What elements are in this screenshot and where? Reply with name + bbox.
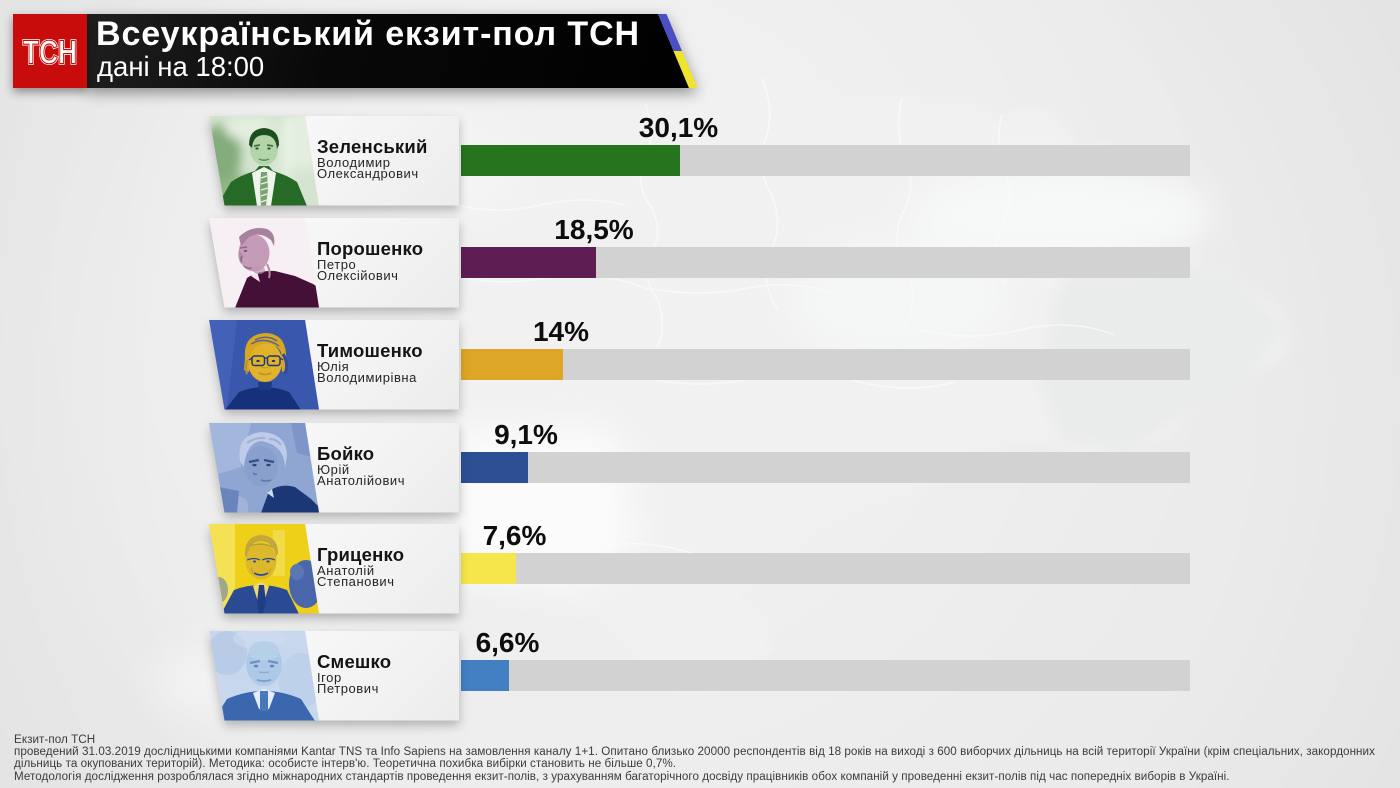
svg-text:ТСН: ТСН bbox=[23, 35, 77, 71]
svg-text:ТСН: ТСН bbox=[23, 35, 77, 71]
